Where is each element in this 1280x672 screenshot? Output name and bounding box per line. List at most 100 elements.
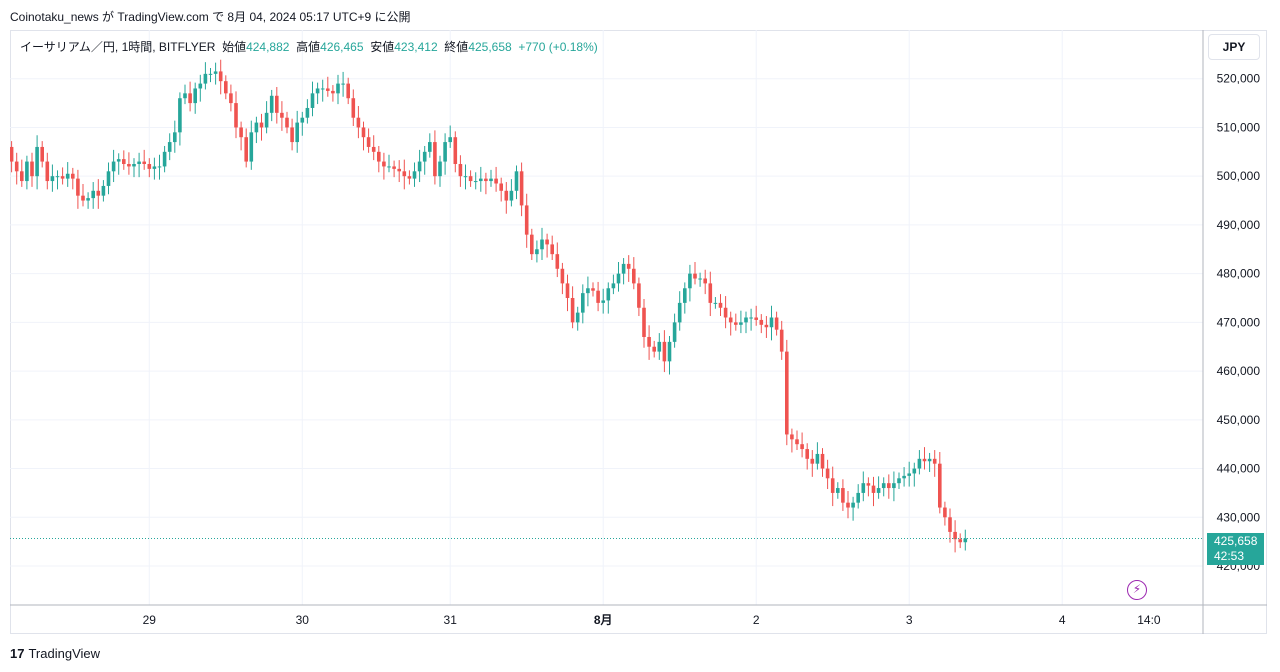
candle-body xyxy=(647,336,651,347)
candle-body xyxy=(468,176,473,182)
price-axis: 420,000430,000440,000450,000460,000470,0… xyxy=(1202,30,1261,634)
candle-body xyxy=(157,166,162,168)
candle-body xyxy=(866,483,871,486)
candle-body xyxy=(693,273,697,279)
candle-body xyxy=(514,171,519,191)
candle-body xyxy=(203,73,208,84)
candle-body xyxy=(723,307,728,318)
candle-body xyxy=(632,268,636,284)
candle-body xyxy=(948,517,952,532)
candle-body xyxy=(132,164,136,167)
candle-body xyxy=(438,161,442,177)
candle-body xyxy=(922,458,927,462)
candle-body xyxy=(30,161,34,177)
candle-body xyxy=(739,322,743,325)
candle-body xyxy=(448,137,452,143)
publish-header: Coinotaku_news が TradingView.com で 8月 04… xyxy=(10,10,411,24)
candle-body xyxy=(626,263,631,269)
candle-body xyxy=(815,453,820,464)
candle-body xyxy=(963,538,968,543)
last-price-value: 425,658 xyxy=(1214,534,1258,548)
candle-body xyxy=(239,127,243,138)
candle-body xyxy=(346,83,350,99)
candle-body xyxy=(20,171,24,182)
candle-body xyxy=(377,151,381,162)
tradingview-footer[interactable]: 17 TradingView xyxy=(10,646,100,661)
candle-body xyxy=(290,127,294,143)
y-tick-label: 430,000 xyxy=(1217,510,1261,524)
candle-body xyxy=(841,488,845,503)
candle-body xyxy=(463,176,468,178)
candle-body xyxy=(932,458,937,464)
candle-body xyxy=(728,317,733,323)
candle-body xyxy=(586,288,590,294)
candle-body xyxy=(326,88,330,91)
symbol-legend: イーサリアム／円, 1時間, BITFLYER 始値424,882 高値426,… xyxy=(20,38,598,55)
candle-body xyxy=(570,298,575,323)
candle-body xyxy=(341,83,345,85)
candle-body xyxy=(142,161,146,165)
x-tick-label: 4 xyxy=(1059,613,1066,627)
candle-body xyxy=(545,239,549,245)
candle-body xyxy=(927,458,932,462)
candle-body xyxy=(550,244,554,255)
candle-body xyxy=(101,185,106,196)
candle-body xyxy=(836,488,840,493)
candle-body xyxy=(524,205,529,235)
candle-body xyxy=(713,302,718,304)
candle-body xyxy=(173,132,177,143)
candle-body xyxy=(912,468,917,474)
candle-body xyxy=(591,288,595,291)
candle-body xyxy=(759,319,764,325)
candlestick-chart[interactable]: 420,000430,000440,000450,000460,000470,0… xyxy=(10,30,1267,634)
candle-body xyxy=(494,178,498,184)
candle-body xyxy=(785,351,789,435)
candle-body xyxy=(876,488,881,493)
candle-body xyxy=(718,302,723,308)
lightning-alert-icon[interactable]: ⚡ xyxy=(1127,580,1147,600)
candle-body xyxy=(892,483,896,489)
candle-body xyxy=(779,329,784,352)
candle-body xyxy=(208,73,213,75)
candle-body xyxy=(499,183,503,191)
candle-body xyxy=(371,146,376,152)
chart-grid xyxy=(10,30,1203,605)
candle-body xyxy=(907,473,911,476)
symbol-title: イーサリアム／円, 1時間, BITFLYER xyxy=(20,40,216,54)
candle-body xyxy=(708,283,713,303)
candle-body xyxy=(65,173,70,179)
y-tick-label: 460,000 xyxy=(1217,364,1261,378)
currency-button[interactable]: JPY xyxy=(1208,34,1260,60)
y-tick-label: 510,000 xyxy=(1217,120,1261,134)
candle-body xyxy=(479,178,483,182)
x-tick-label: 31 xyxy=(444,613,458,627)
candle-body xyxy=(45,161,50,182)
x-tick-label: 29 xyxy=(143,613,157,627)
candle-body xyxy=(300,117,305,123)
candle-body xyxy=(754,317,758,320)
candle-body xyxy=(387,166,391,168)
candle-body xyxy=(958,539,962,543)
chart-frame xyxy=(10,30,1267,634)
candle-body xyxy=(412,171,417,179)
candle-body xyxy=(871,485,876,493)
candle-body xyxy=(71,173,75,179)
candle-body xyxy=(734,322,738,325)
candle-body xyxy=(428,142,432,152)
candle-body xyxy=(453,137,458,165)
candle-body xyxy=(224,81,228,94)
open-value: 424,882 xyxy=(246,40,290,54)
x-tick-label: 2 xyxy=(753,613,760,627)
candle-body xyxy=(351,98,356,118)
candle-body xyxy=(881,483,886,489)
candle-body xyxy=(259,122,264,128)
candle-body xyxy=(147,164,152,169)
candle-body xyxy=(382,161,386,167)
candle-body xyxy=(677,302,682,323)
candle-body xyxy=(662,341,667,362)
y-tick-label: 450,000 xyxy=(1217,413,1261,427)
candle-body xyxy=(422,151,427,162)
close-value: 425,658 xyxy=(468,40,512,54)
footer-brand: TradingView xyxy=(28,646,101,661)
x-tick-label: 8月 xyxy=(594,613,613,627)
